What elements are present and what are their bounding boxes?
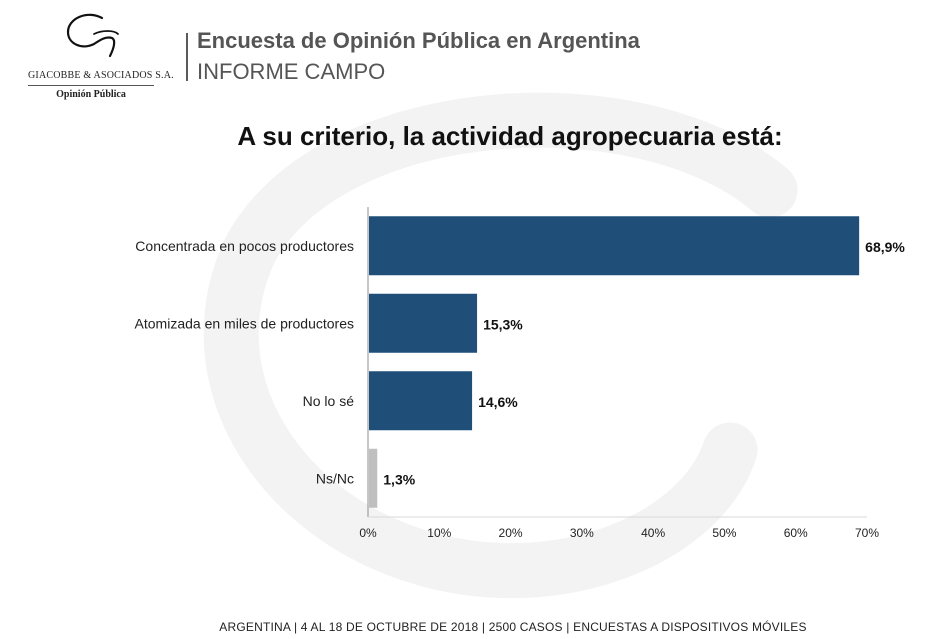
data-label-0: 68,9% (865, 239, 905, 255)
data-label-1: 15,3% (483, 316, 523, 332)
x-tick-label-1: 10% (427, 526, 451, 540)
data-label-2: 14,6% (478, 394, 518, 410)
x-tick-label-0: 0% (359, 526, 377, 540)
logo-mark-icon (66, 13, 119, 58)
x-tick-label-6: 60% (784, 526, 808, 540)
chart-title: A su criterio, la actividad agropecuaria… (237, 121, 783, 151)
company-logo: GIACOBBE & ASOCIADOS S.A. Opinión Públic… (22, 12, 174, 102)
bar-1 (369, 293, 478, 353)
logo-company-name: GIACOBBE & ASOCIADOS S.A. (28, 70, 174, 81)
x-tick-label-7: 70% (855, 526, 879, 540)
category-label-1: Atomizada en miles de productores (135, 315, 354, 331)
x-tick-label-4: 40% (641, 526, 665, 540)
data-label-3: 1,3% (383, 471, 415, 487)
x-tick-label-3: 30% (570, 526, 594, 540)
bar-0 (369, 216, 860, 276)
footer-text: ARGENTINA | 4 AL 18 DE OCTUBRE DE 2018 |… (219, 620, 807, 634)
category-label-0: Concentrada en pocos productores (135, 238, 354, 254)
header-subtitle: INFORME CAMPO (197, 59, 386, 84)
bar-2 (369, 371, 473, 431)
bar-3 (369, 448, 378, 508)
logo-tagline: Opinión Pública (56, 89, 126, 100)
header-divider (186, 33, 188, 81)
category-label-2: No lo sé (303, 393, 355, 409)
logo-divider (28, 85, 154, 86)
x-tick-label-2: 20% (499, 526, 523, 540)
category-label-3: Ns/Nc (316, 470, 354, 486)
header-title: Encuesta de Opinión Pública en Argentina (197, 28, 640, 53)
x-tick-label-5: 50% (712, 526, 736, 540)
